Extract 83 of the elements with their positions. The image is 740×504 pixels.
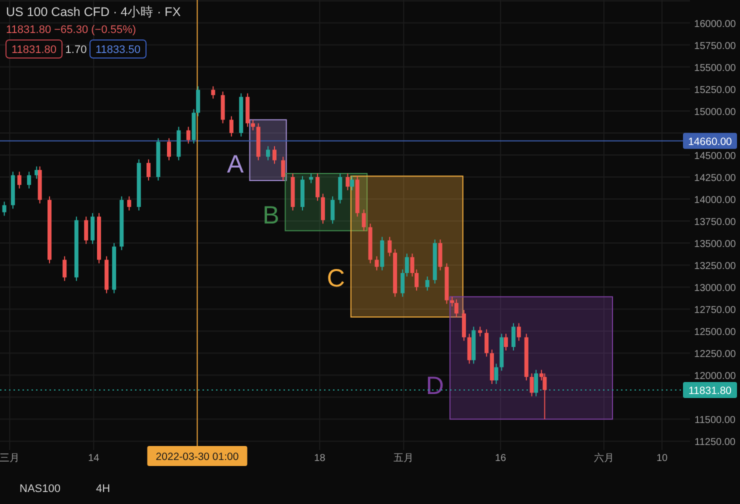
candlestick	[362, 209, 366, 232]
candlestick	[504, 333, 508, 351]
chart-title: US 100 Cash CFD · 4小時 · FX	[6, 5, 182, 19]
candlestick	[467, 333, 472, 364]
annotation: 11831.80	[11, 44, 57, 56]
band-label: D	[426, 372, 444, 400]
candlestick	[542, 372, 547, 420]
candlestick	[454, 298, 458, 318]
candlestick	[330, 196, 335, 224]
text: NAS100	[20, 483, 60, 495]
y-tick-label: 14500.00	[694, 150, 736, 162]
candlestick	[374, 256, 379, 271]
candlestick	[127, 196, 132, 211]
candlestick	[425, 276, 430, 292]
y-tick-label: 15500.00	[694, 62, 736, 74]
text: 11831.80 −65.30 (−0.55%)	[6, 24, 136, 36]
x-tick-label: 10	[656, 453, 668, 464]
candlestick	[84, 216, 88, 244]
candlestick	[388, 236, 392, 257]
y-tick-label: 14250.00	[694, 173, 736, 184]
candlestick	[462, 309, 466, 342]
candlestick	[272, 146, 276, 164]
band-label: A	[227, 150, 244, 179]
ref-line-label: 11831.80	[688, 384, 732, 397]
y-tick-label: 13500.00	[694, 239, 736, 250]
y-tick-label: 13000.00	[694, 283, 736, 294]
candlestick	[338, 172, 342, 204]
candlestick	[511, 322, 516, 351]
candlestick	[167, 138, 171, 161]
candlestick	[530, 372, 534, 397]
x-tick-label: 16	[494, 453, 507, 464]
y-tick-label: 12500.00	[694, 327, 736, 338]
candlestick	[438, 239, 442, 271]
candlestick	[350, 176, 354, 191]
candlestick	[229, 116, 234, 137]
x-tick-label: 14	[88, 453, 100, 464]
annotation: 11833.50	[95, 44, 141, 56]
y-tick-label: 12250.00	[694, 349, 736, 360]
candlestick	[27, 171, 32, 189]
annotation: 1.70	[65, 44, 87, 56]
candlestick	[404, 253, 409, 278]
y-tick-label: 16000.00	[694, 18, 736, 30]
candlestick	[316, 172, 320, 202]
candlestick	[2, 201, 6, 216]
candlestick	[450, 296, 454, 307]
candlestick	[309, 172, 314, 184]
ref-line-label: 14660.00	[688, 136, 732, 148]
candlestick	[516, 322, 521, 342]
candlestick	[320, 193, 325, 224]
candlestick	[400, 268, 405, 298]
candlestick	[484, 328, 489, 358]
band-label: C	[326, 264, 345, 293]
candlestick	[250, 119, 255, 131]
x-tick-label: 六月	[594, 452, 614, 464]
y-tick-label: 15000.00	[694, 106, 736, 118]
y-tick-label: 13250.00	[694, 261, 736, 272]
y-tick-label: 14000.00	[694, 195, 736, 206]
candlestick	[62, 256, 67, 282]
band: A	[227, 119, 287, 182]
y-tick-label: 15750.00	[694, 40, 736, 52]
candlestick	[266, 146, 270, 161]
x-tick-label: 18	[314, 453, 326, 464]
x-tick-label: 三月	[0, 453, 20, 464]
y-tick-label: 12750.00	[694, 305, 736, 316]
candlestick	[146, 158, 151, 182]
candlestick	[534, 369, 538, 397]
text: 4H	[96, 483, 110, 495]
x-tick-label: 五月	[394, 453, 414, 464]
y-tick-label: 11500.00	[694, 415, 736, 426]
band-label: B	[262, 202, 280, 230]
ref-line-label: 2022-03-30 01:00	[156, 451, 239, 463]
candlestick	[90, 212, 95, 244]
candlestick	[494, 363, 498, 384]
candlestick	[186, 126, 190, 144]
candlestick	[211, 86, 216, 100]
candlestick	[478, 326, 482, 337]
y-tick-label: 13750.00	[694, 217, 736, 228]
candlestick	[281, 156, 286, 182]
y-tick-label: 15250.00	[694, 84, 736, 96]
candlestick	[346, 172, 350, 191]
candlestick	[17, 171, 22, 189]
y-tick-label: 11250.00	[694, 437, 736, 448]
y-tick-label: 12000.00	[694, 371, 736, 382]
